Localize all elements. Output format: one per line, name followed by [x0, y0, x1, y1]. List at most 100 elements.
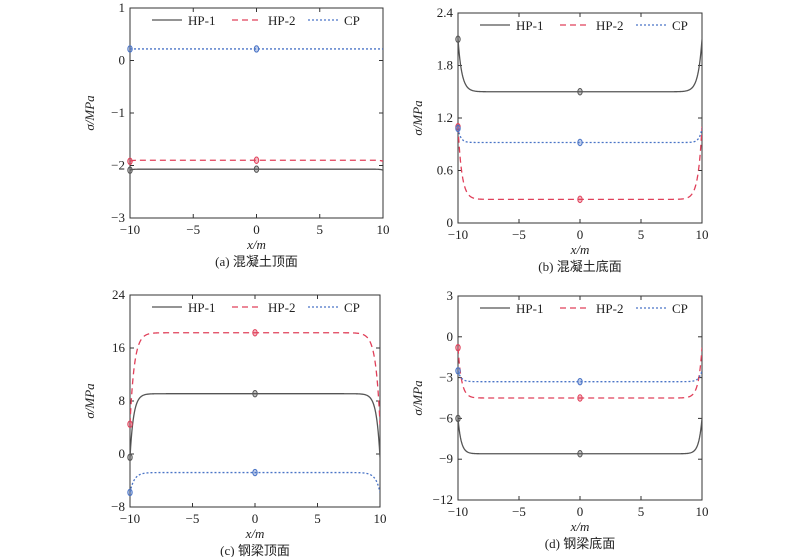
series-marker-hp-1	[455, 414, 461, 423]
x-tick-label: 0	[253, 222, 260, 237]
y-tick-label: 8	[119, 393, 126, 408]
x-tick-label: −10	[120, 511, 140, 526]
series-marker-hp-1	[252, 390, 258, 398]
legend-label: CP	[344, 300, 360, 315]
chart-title: (d) 钢梁底面	[545, 536, 615, 551]
y-tick-label: 0	[119, 53, 126, 68]
series-marker-hp-1	[253, 165, 260, 173]
series-line-hp-1	[130, 393, 380, 458]
series-marker-cp	[252, 468, 258, 477]
series-line-hp-1	[130, 168, 383, 171]
y-tick-label: −3	[111, 210, 125, 225]
x-tick-label: 0	[577, 504, 584, 519]
series-marker-cp	[577, 138, 583, 147]
x-tick-label: −5	[186, 222, 200, 237]
series-marker-hp-1	[455, 35, 461, 43]
series-marker-hp-1	[577, 88, 583, 96]
chart-title: (c) 钢梁顶面	[220, 543, 290, 557]
x-tick-label: 5	[638, 227, 645, 242]
x-tick-label: −5	[512, 504, 526, 519]
y-tick-label: 2.4	[437, 5, 454, 20]
series-marker-hp-2	[252, 329, 258, 337]
chart-title: (a) 混凝土顶面	[215, 254, 298, 269]
chart-panel-2: 0 0.6 1.2 1.8 2.4 −10 −5 0 5 10 x/m σ/MPa (b) 混凝土底面 H…	[410, 5, 709, 274]
legend-label: HP-2	[596, 301, 623, 316]
y-axis-label: σ/MPa	[82, 383, 97, 419]
y-tick-label: −2	[111, 158, 125, 173]
y-tick-label: 0	[447, 215, 454, 230]
y-tick-label: −9	[439, 451, 453, 466]
y-tick-label: 3	[447, 288, 454, 303]
x-axis-label: x/m	[246, 237, 266, 252]
y-tick-label: 0.6	[437, 163, 454, 178]
series-marker-hp-2	[577, 394, 583, 402]
y-tick-label: 0	[447, 329, 454, 344]
y-tick-label: 24	[112, 287, 126, 302]
y-axis-label: σ/MPa	[82, 95, 97, 131]
series-line-hp-2	[458, 347, 702, 399]
series-marker-cp	[577, 377, 583, 386]
x-tick-label: 0	[252, 511, 259, 526]
y-tick-label: 1	[119, 0, 126, 15]
x-tick-label: 5	[314, 511, 321, 526]
x-tick-label: 5	[317, 222, 324, 237]
series-marker-hp-1	[127, 166, 133, 174]
series-line-cp	[130, 471, 380, 493]
series-marker-cp	[455, 124, 461, 133]
series-marker-hp-1	[127, 453, 133, 462]
series-line-hp-2	[458, 126, 702, 201]
chart-title: (b) 混凝土底面	[538, 259, 621, 274]
series-marker-hp-2	[127, 157, 133, 166]
x-tick-label: −10	[448, 504, 468, 519]
x-axis-label: x/m	[570, 242, 590, 257]
y-axis-label: σ/MPa	[410, 100, 425, 136]
legend-label: HP-1	[516, 301, 543, 316]
legend-label: CP	[672, 18, 688, 33]
legend-label: CP	[344, 13, 360, 28]
y-tick-label: 1.8	[437, 58, 453, 73]
x-tick-label: 10	[374, 511, 387, 526]
y-tick-label: −1	[111, 105, 125, 120]
y-tick-label: −8	[111, 499, 125, 514]
legend-label: HP-1	[516, 18, 543, 33]
x-tick-label: −10	[448, 227, 468, 242]
x-tick-label: 5	[638, 504, 645, 519]
y-tick-label: 16	[112, 340, 126, 355]
chart-panel-4: −12 −9 −6 −3 0 3 −10 −5 0 5 10 x/m σ/MPa (d) 钢梁底面 HP-1…	[410, 288, 709, 551]
series-marker-hp-2	[127, 420, 133, 428]
y-tick-label: 0	[119, 446, 126, 461]
plot-frame	[129, 7, 384, 219]
y-axis-label: σ/MPa	[410, 380, 425, 416]
series-marker-cp	[253, 45, 260, 53]
series-line-cp	[458, 128, 702, 144]
series-line-hp-1	[458, 39, 702, 93]
x-tick-label: 10	[696, 504, 709, 519]
legend-label: CP	[672, 301, 688, 316]
x-tick-label: −5	[186, 511, 200, 526]
x-tick-label: −5	[512, 227, 526, 242]
legend-label: HP-1	[188, 300, 215, 315]
legend-label: HP-2	[596, 18, 623, 33]
series-line-hp-2	[130, 159, 383, 162]
x-axis-label: x/m	[245, 526, 265, 541]
series-marker-cp	[455, 367, 461, 375]
chart-panel-3: −8 0 8 16 24 −10 −5 0 5 10 x/m σ/MPa (c) 钢梁顶面 HP-1 HP-…	[82, 287, 387, 557]
series-marker-cp	[127, 488, 133, 497]
x-tick-label: 0	[577, 227, 584, 242]
series-marker-hp-1	[577, 450, 583, 458]
series-marker-cp	[127, 45, 133, 53]
x-tick-label: 10	[696, 227, 709, 242]
series-line-hp-2	[130, 332, 380, 425]
series-marker-hp-2	[253, 156, 260, 164]
plot-frame	[457, 12, 703, 224]
x-tick-label: −10	[120, 222, 140, 237]
legend-label: HP-1	[188, 13, 215, 28]
x-tick-label: 10	[377, 222, 390, 237]
series-line-cp	[458, 370, 702, 383]
series-marker-hp-2	[455, 343, 461, 352]
series-marker-hp-2	[577, 195, 583, 204]
y-tick-label: −3	[439, 370, 453, 385]
y-tick-label: −6	[439, 410, 453, 425]
